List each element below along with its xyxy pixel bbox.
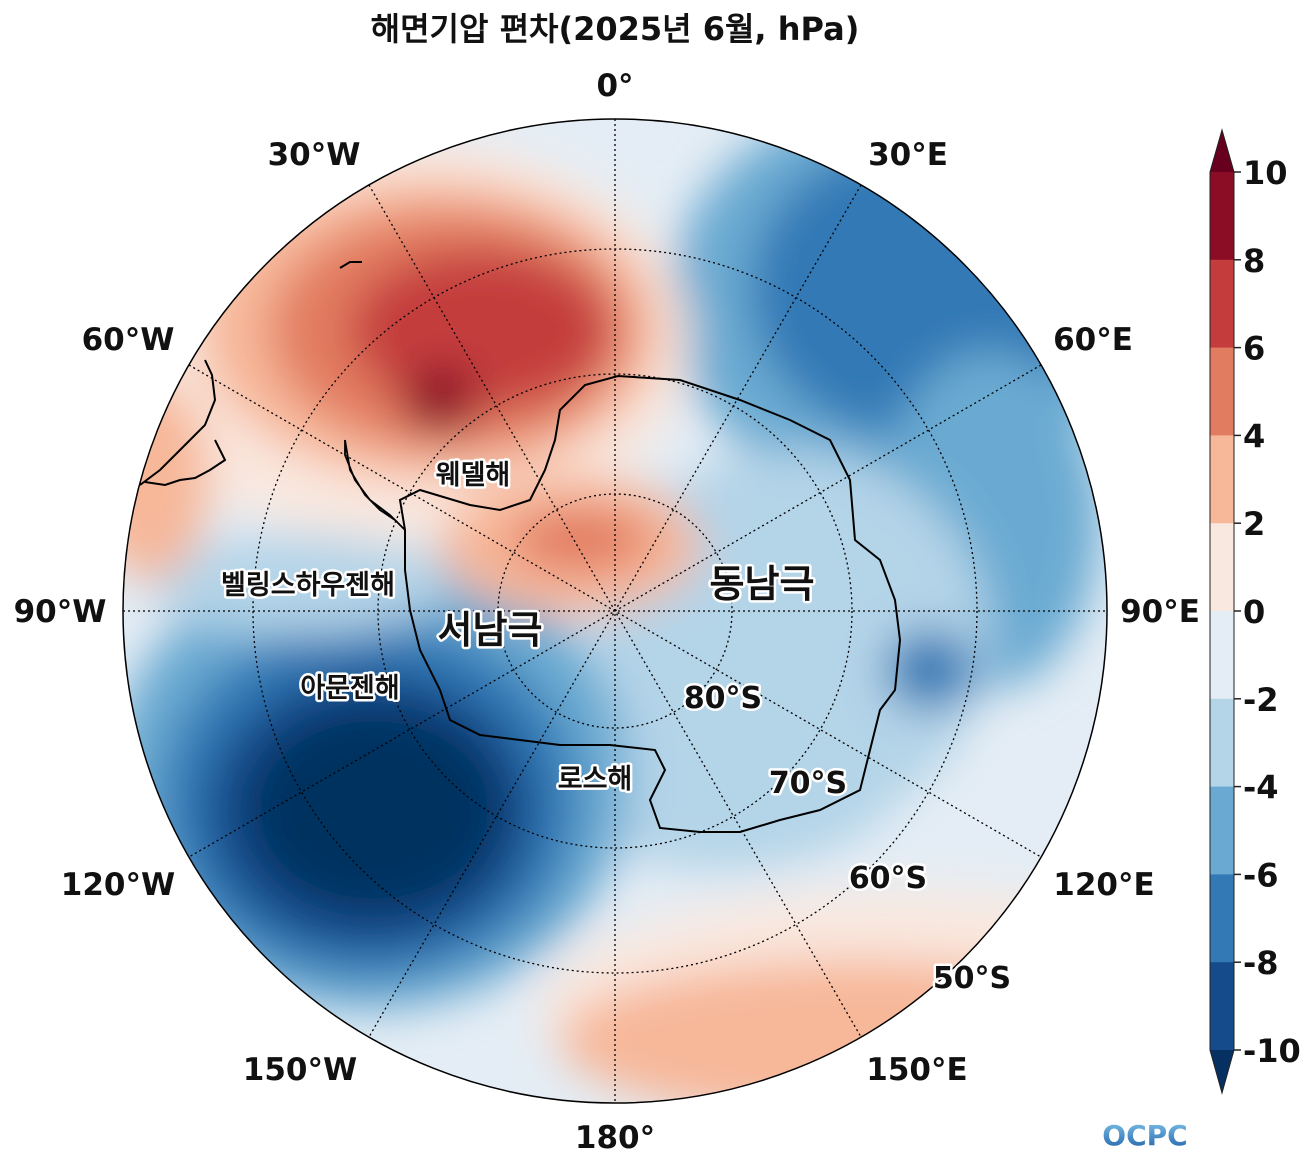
lon-label-120w: 120°W — [61, 867, 175, 903]
colorbar-tick-label: 8 — [1243, 242, 1265, 280]
colorbar-segment — [1210, 172, 1234, 261]
colorbar-segment — [1210, 259, 1234, 349]
colorbar-ticks: 10 8 6 4 2 0 -2 -4 -6 -8 -10 — [1234, 154, 1301, 1070]
latitude-labels: 80°S 70°S 60°S 50°S — [681, 679, 1013, 999]
graticule — [123, 119, 1107, 1103]
colorbar-segment — [1210, 962, 1234, 1051]
region-labels: 웨델해 벨링스하우젠해 서남극 동남극 아문젠해 로스해 — [219, 458, 817, 798]
amundsen-sea-label: 아문젠해 — [300, 673, 399, 704]
lat-label-70s: 70°S — [769, 766, 847, 801]
ocpc-logo: OCPC — [1102, 1119, 1187, 1152]
colorbar-segment — [1210, 435, 1234, 524]
colorbar-segment — [1210, 611, 1234, 700]
lon-label-90w: 90°W — [14, 594, 107, 630]
colorbar-tick-label: 10 — [1243, 154, 1288, 192]
colorbar-segments — [1210, 130, 1234, 1093]
lon-label-180: 180° — [575, 1120, 655, 1156]
colorbar-extend-min — [1210, 1050, 1234, 1093]
south-america-coastline — [139, 261, 362, 487]
lon-label-150w: 150°W — [243, 1052, 357, 1088]
colorbar-tick-label: 0 — [1243, 593, 1265, 631]
colorbar-segment — [1210, 874, 1234, 963]
lon-label-30w: 30°W — [268, 137, 361, 173]
map-boundary — [122, 118, 1108, 1104]
colorbar-segment — [1210, 523, 1234, 612]
west-antarctica-label: 서남극 — [438, 608, 543, 652]
lon-label-30e: 30°E — [868, 137, 948, 173]
colorbar-tick-label: 4 — [1243, 417, 1265, 455]
colorbar-segment — [1210, 347, 1234, 436]
colorbar-tick-label: 2 — [1243, 505, 1265, 543]
colorbar-tick-label: -10 — [1243, 1032, 1301, 1070]
colorbar-tick-label: -6 — [1243, 856, 1279, 894]
lat-label-80s: 80°S — [684, 681, 762, 716]
colorbar-extend-max — [1210, 130, 1234, 172]
lon-label-120e: 120°E — [1053, 867, 1154, 903]
colorbar-tick-label: -4 — [1243, 769, 1279, 807]
weddell-sea-label: 웨델해 — [436, 460, 511, 491]
bellingshausen-sea-label: 벨링스하우젠해 — [221, 570, 395, 601]
east-antarctica-label: 동남극 — [710, 562, 815, 606]
lon-label-0: 0° — [596, 68, 633, 104]
map-title: 해면기압 편차(2025년 6월, hPa) — [371, 10, 860, 48]
lon-label-60e: 60°E — [1053, 322, 1133, 358]
antarctic-peninsula — [344, 439, 406, 531]
colorbar-segment — [1210, 698, 1234, 788]
lon-label-60w: 60°W — [82, 322, 175, 358]
colorbar-segment — [1210, 786, 1234, 875]
colorbar-tick-label: 6 — [1243, 330, 1265, 368]
longitude-labels: 0° 30°E 60°E 90°E 120°E 150°E 180° 150°W… — [14, 68, 1200, 1156]
lat-label-60s: 60°S — [849, 861, 927, 896]
colorbar-tick-label: -2 — [1243, 681, 1279, 719]
ross-sea-label: 로스해 — [558, 764, 633, 795]
lon-label-150e: 150°E — [866, 1052, 967, 1088]
colorbar: 10 8 6 4 2 0 -2 -4 -6 -8 -10 — [1209, 128, 1301, 1095]
lat-label-50s: 50°S — [933, 961, 1011, 996]
colorbar-tick-label: -8 — [1243, 944, 1279, 982]
lon-label-90e: 90°E — [1120, 594, 1200, 630]
ocpc-logo-text: OCPC — [1102, 1119, 1187, 1152]
antarctica-coastline — [398, 374, 902, 833]
